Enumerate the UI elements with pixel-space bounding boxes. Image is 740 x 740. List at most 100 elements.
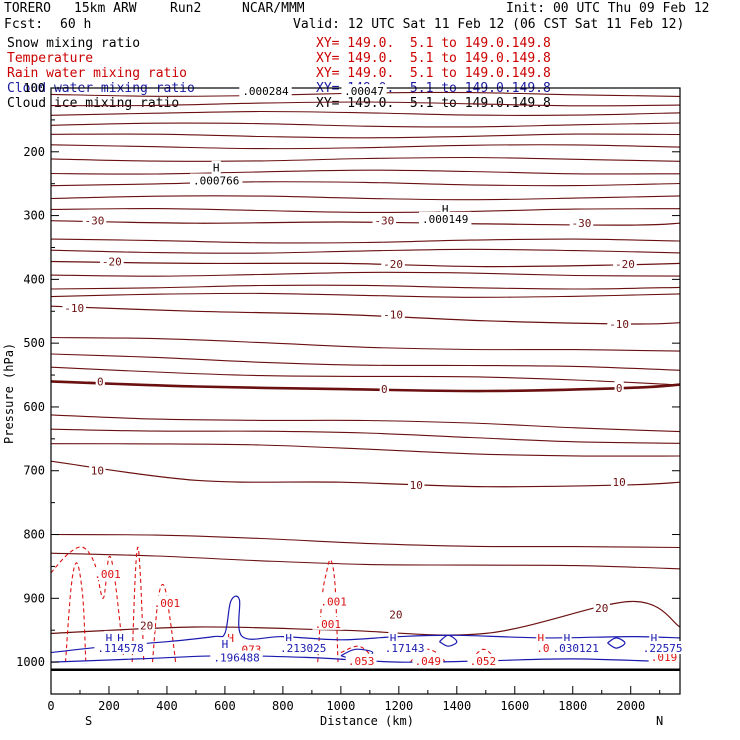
- ice-label: .000284: [242, 85, 289, 98]
- isotherm-line: [50, 248, 681, 254]
- cloud-water-label-bg: [562, 630, 572, 644]
- rain-label: H: [227, 632, 234, 645]
- temperature-label-bg: [89, 463, 106, 477]
- temperature-contour--20: [50, 260, 681, 268]
- rain-contour: [151, 583, 177, 663]
- temperature-contour-0: [50, 380, 681, 393]
- x-tick-label: 600: [214, 699, 236, 713]
- temperature-label-bg: [593, 600, 610, 614]
- rain-label: .001: [94, 568, 121, 581]
- temperature-label-bg: [381, 307, 405, 321]
- temperature-label: 10: [91, 465, 104, 478]
- cloud-water-label-bg: [220, 637, 230, 651]
- cloud-water-label: H: [285, 632, 292, 645]
- x-tick-label: 1200: [384, 699, 413, 713]
- south-label: S: [85, 714, 92, 728]
- cloud-water-label-bg: [284, 630, 294, 644]
- isotherm-line: [50, 428, 681, 444]
- temperature-label-bg: [613, 257, 637, 271]
- forecast-hour: 60 h: [60, 17, 92, 32]
- rain-label: .019: [651, 651, 678, 664]
- rain-label: .053: [348, 655, 375, 668]
- rain-label-bg: [467, 653, 499, 667]
- ice-label: H: [442, 203, 449, 216]
- rain-label-bg: [536, 630, 546, 644]
- y-tick-label: 600: [23, 400, 45, 414]
- cloud-water-label: H: [651, 632, 658, 645]
- temperature-label: 20: [595, 602, 608, 615]
- rain-label-bg: [226, 630, 236, 644]
- ice-label: H: [213, 162, 220, 175]
- temperature-label: 10: [613, 476, 626, 489]
- cloud-water-label-bg: [640, 641, 686, 655]
- cloud-water-label-bg: [115, 630, 126, 644]
- y-tick-label: 200: [23, 145, 45, 159]
- isotherm-line: [50, 271, 681, 277]
- cloud-water-label-bg: [104, 630, 114, 644]
- ice-label-bg: [440, 202, 450, 216]
- init-time: Init: 00 UTC Thu 09 Feb 12: [506, 1, 710, 16]
- model-name: TORERO: [4, 1, 51, 16]
- temperature-label-bg: [379, 382, 389, 396]
- cloud-water-label-bg: [549, 641, 602, 655]
- rain-label-bg: [345, 653, 377, 667]
- isotherm-line: [50, 336, 681, 352]
- y-tick-label: 900: [23, 591, 45, 605]
- isotherm-line: [50, 156, 681, 162]
- rain-label: .049: [415, 655, 442, 668]
- isotherm-line: [50, 122, 681, 128]
- isotherm-line: [50, 195, 681, 201]
- ice-label: .000766: [193, 174, 239, 187]
- cloud-water-label: H: [390, 632, 397, 645]
- legend-cloud-ice: Cloud ice mixing ratio: [7, 96, 180, 111]
- legend-temperature: Temperature: [7, 51, 94, 66]
- temperature-label: 20: [389, 608, 402, 621]
- x-axis-title: Distance (km): [320, 714, 414, 728]
- cloud-water-label: .22575: [643, 642, 683, 655]
- temperature-contour--10: [50, 305, 681, 325]
- rain-label: .001: [154, 597, 181, 610]
- isotherm-line: [50, 292, 681, 298]
- rain-contour: [131, 546, 145, 663]
- grid-spacing: 15km ARW: [74, 1, 137, 16]
- rain-label-bg: [312, 616, 344, 630]
- isotherm-line: [50, 144, 681, 150]
- temperature-label-bg: [138, 618, 155, 632]
- ice-label-bg: [211, 160, 221, 174]
- isotherm-line: [50, 133, 681, 139]
- rain-label-bg: [318, 594, 350, 608]
- y-tick-label: 700: [23, 464, 45, 478]
- ice-label-bg: [190, 173, 243, 187]
- x-tick-label: 200: [98, 699, 120, 713]
- isotherm-line: [50, 208, 681, 213]
- cloud-water-label-bg: [276, 641, 330, 655]
- temperature-label: -30: [572, 217, 592, 230]
- cloud-water-label: .196488: [213, 652, 259, 665]
- ice-label-bg: [341, 84, 387, 98]
- x-tick-label: 400: [156, 699, 178, 713]
- x-tick-label: 800: [272, 699, 294, 713]
- legend-rain-xy: XY= 149.0. 5.1 to 149.0.149.8: [316, 66, 551, 81]
- x-tick-label: 1800: [558, 699, 587, 713]
- cloud-water-label-bg: [388, 630, 398, 644]
- y-tick-label: 800: [23, 528, 45, 542]
- legend-rain: Rain water mixing ratio: [7, 66, 188, 81]
- ice-label-bg: [419, 211, 472, 225]
- temperature-label: -10: [383, 308, 403, 321]
- temperature-label: 0: [381, 383, 388, 396]
- isotherm-line: [50, 353, 681, 371]
- x-tick-label: 1000: [326, 699, 355, 713]
- x-tick-label: 2000: [616, 699, 645, 713]
- cloud-water-label-bg: [649, 630, 659, 644]
- legend-cloud-ice-xy: XY= 149.0. 5.1 to 149.0.149.8: [316, 96, 551, 111]
- temperature-label-bg: [100, 254, 124, 268]
- y-tick-label: 1000: [16, 655, 45, 669]
- temperature-label-bg: [372, 213, 397, 227]
- cloud-water-label: H: [117, 632, 124, 645]
- rain-label: H: [538, 632, 545, 645]
- temperature-label-bg: [408, 477, 425, 491]
- y-tick-label: 100: [23, 81, 45, 95]
- cloud-water-label: H: [106, 632, 113, 645]
- temperature-label: 0: [97, 375, 104, 388]
